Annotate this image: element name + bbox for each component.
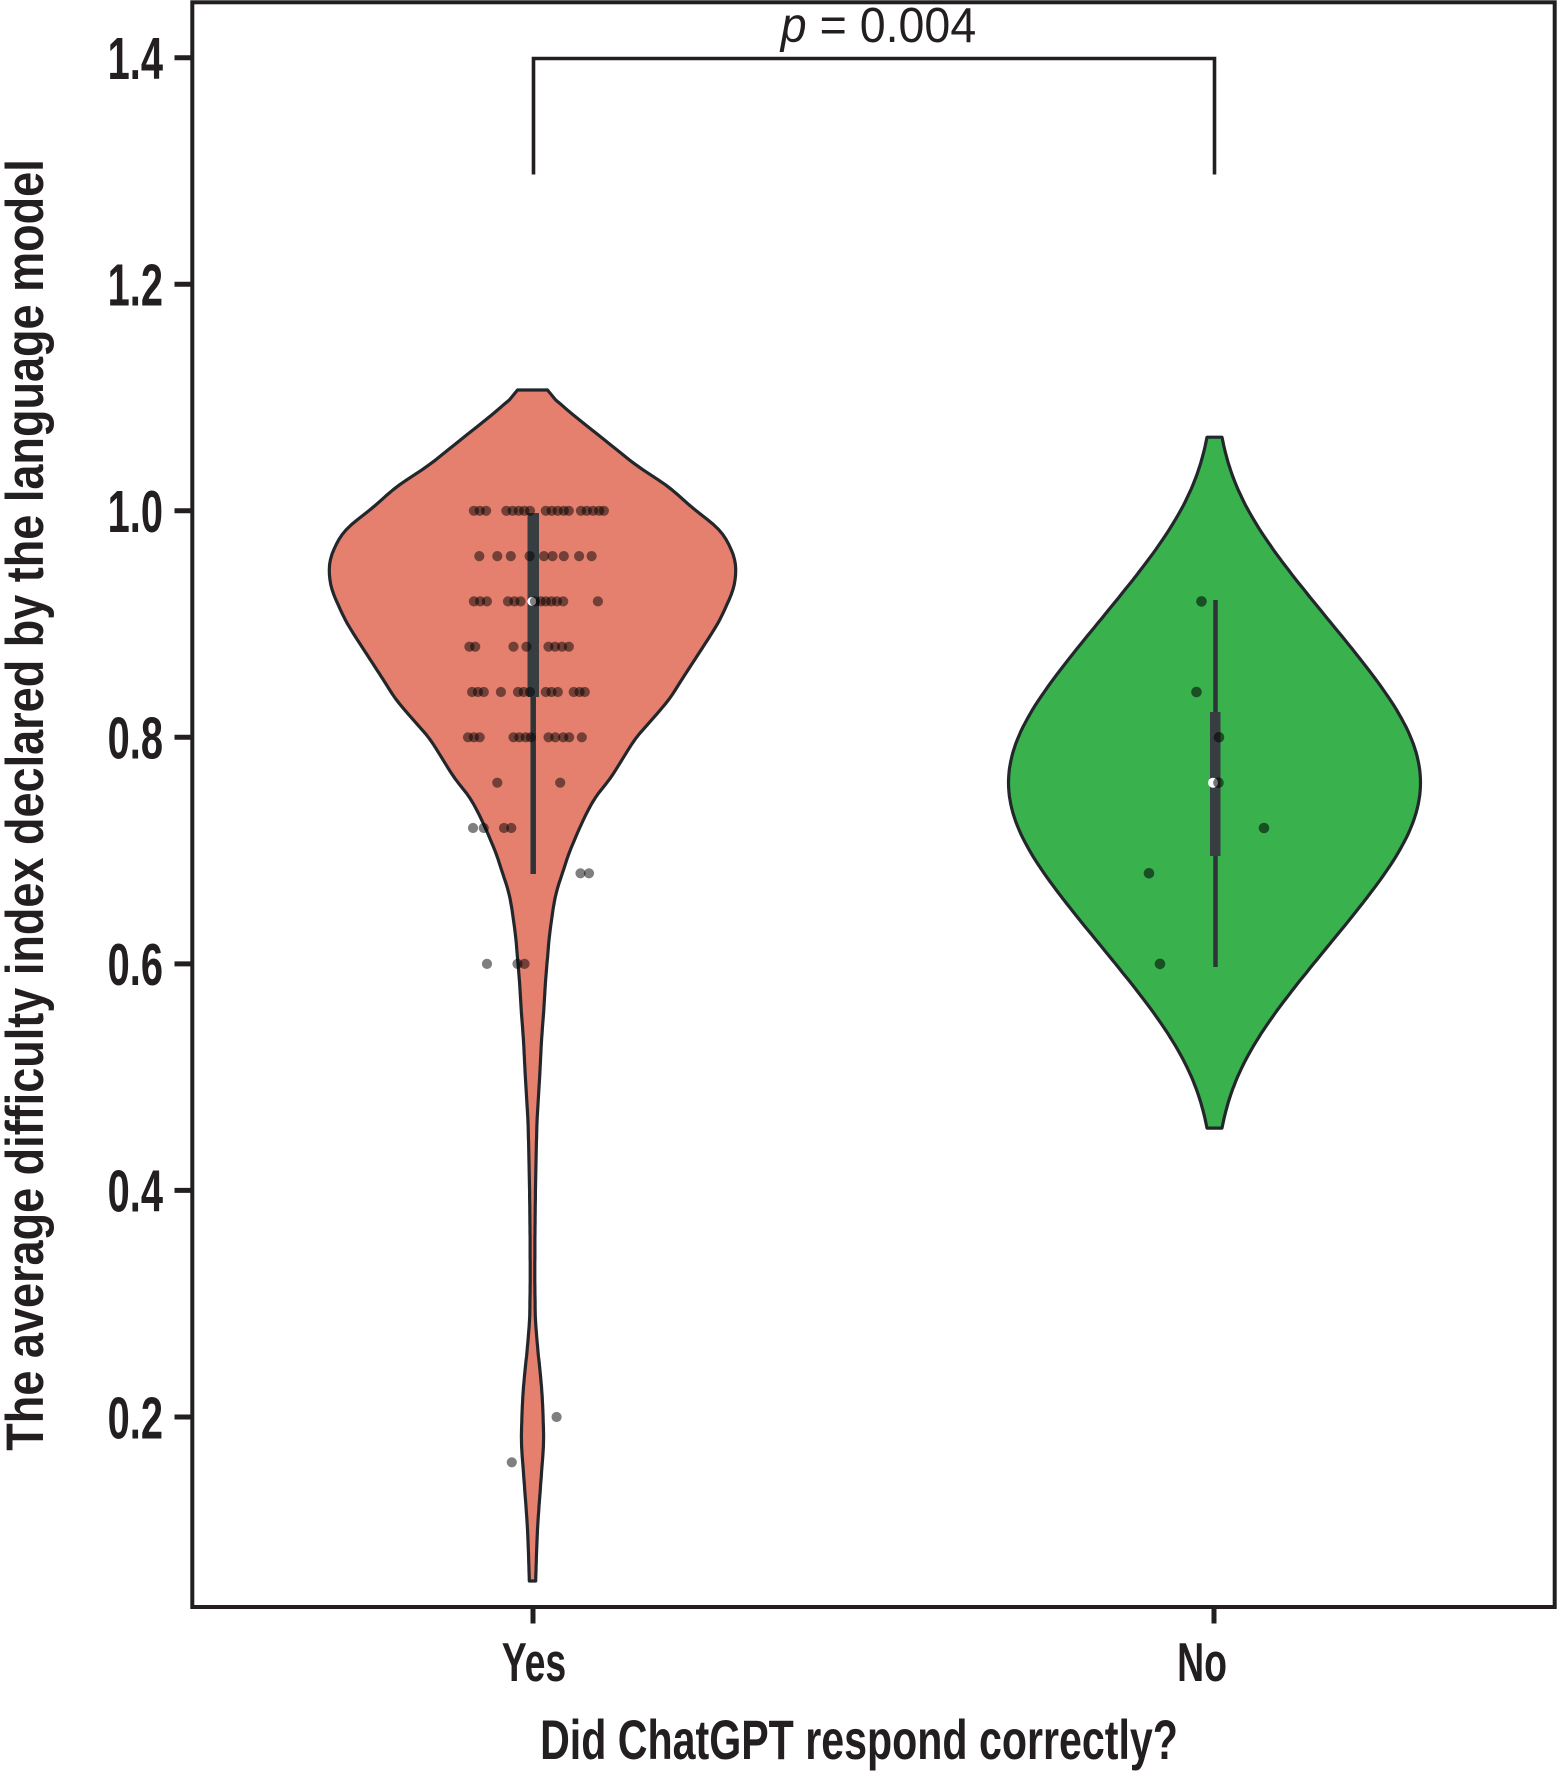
svg-text:Yes: Yes (502, 1631, 566, 1693)
svg-text:0.6: 0.6 (108, 931, 163, 998)
svg-text:1.4: 1.4 (108, 25, 163, 92)
svg-text:0.8: 0.8 (108, 705, 163, 772)
svg-text:The average difficulty index d: The average difficulty index declared by… (0, 159, 55, 1450)
svg-text:p = 0.004: p = 0.004 (779, 0, 976, 53)
svg-text:Did ChatGPT respond correctly?: Did ChatGPT respond correctly? (540, 1710, 1178, 1772)
svg-text:0.2: 0.2 (108, 1384, 163, 1451)
svg-text:1.2: 1.2 (108, 252, 163, 319)
svg-text:0.4: 0.4 (108, 1158, 163, 1225)
svg-text:1.0: 1.0 (108, 478, 163, 545)
svg-text:No: No (1177, 1631, 1227, 1693)
